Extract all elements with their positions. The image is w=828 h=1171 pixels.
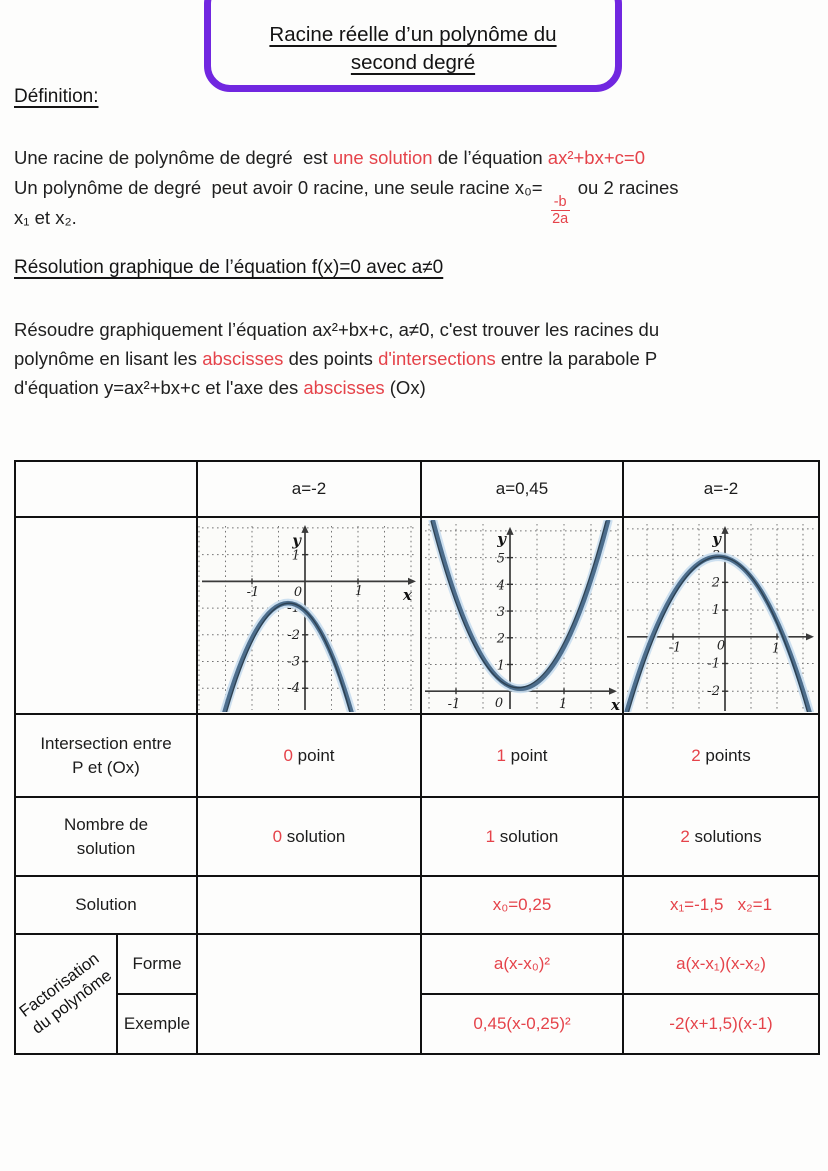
parabola-curve	[625, 551, 815, 712]
svg-text:1: 1	[292, 548, 300, 563]
svg-text:-3: -3	[287, 654, 300, 669]
svg-text:1: 1	[355, 584, 363, 599]
definition-line-3: x₁ et x₂.	[14, 207, 77, 228]
grid	[627, 523, 815, 710]
header-ghost-cell	[14, 460, 198, 518]
cell-forme-2: a(x-x₀)²	[420, 933, 624, 995]
axes	[425, 526, 617, 709]
cell-solution-3: x₁=-1,5 x₂=1	[622, 875, 820, 935]
header-cell-a2: a=0,45	[420, 460, 624, 518]
header-row: a=-2 a=0,45 a=-2	[14, 460, 820, 518]
svg-text:-1: -1	[247, 585, 260, 600]
y-axis-label: y	[711, 529, 722, 547]
resolution-paragraph: Résoudre graphiquement l’équation ax²+bx…	[14, 315, 814, 402]
intersection-row: Intersection entre P et (Ox) 0 point 1 po…	[14, 713, 820, 798]
graphs-row: -1 0 1 1 -1 -2 -3 -4 y x	[14, 516, 820, 715]
definition-line-1: Une racine de polynôme de degré est une …	[14, 147, 645, 168]
row-label-factorisation: Factorisation du polynôme	[14, 933, 118, 1055]
tick-labels: 5 4 3 2 1 -1 0 1 y x	[448, 529, 621, 711]
cell-nombre-3: 2 solutions	[622, 796, 820, 877]
header-cell-a1: a=-2	[196, 460, 422, 518]
parabola-graph-two-roots: 3 2 1 -1 -2 -1 0 1 y	[625, 523, 815, 712]
exemple-row: Exemple 0,45(x-0,25)² -2(x+1,5)(x-1)	[15, 993, 820, 1055]
svg-text:1: 1	[559, 697, 567, 712]
svg-text:3: 3	[497, 605, 505, 620]
cell-exemple-2: 0,45(x-0,25)²	[420, 993, 624, 1055]
graph-cell-1: -1 0 1 1 -1 -2 -3 -4 y x	[196, 516, 422, 715]
row-label-forme: Forme	[116, 933, 198, 995]
header-cell-a3: a=-2	[622, 460, 820, 518]
cell-forme-3: a(x-x₁)(x-x₂)	[622, 933, 820, 995]
y-axis-label: y	[291, 531, 302, 549]
svg-text:0: 0	[495, 696, 503, 711]
svg-text:0: 0	[717, 638, 725, 653]
cell-solution-1	[196, 875, 422, 935]
svg-text:-2: -2	[707, 684, 720, 699]
row-label-intersection: Intersection entre P et (Ox)	[14, 713, 198, 798]
svg-text:4: 4	[496, 578, 505, 593]
svg-text:0: 0	[294, 585, 302, 600]
svg-text:-2: -2	[287, 627, 300, 642]
parabola-graph-one-root: 5 4 3 2 1 -1 0 1 y x	[425, 519, 621, 712]
grid	[425, 523, 619, 709]
cell-intersection-3: 2 points	[622, 713, 820, 798]
cell-factorisation-1-empty	[196, 933, 422, 1055]
cell-nombre-1: 0 solution	[196, 796, 422, 877]
svg-text:1: 1	[772, 641, 780, 656]
nombre-row: Nombre de solution 0 solution 1 solution …	[14, 796, 820, 877]
graph-cell-3: 3 2 1 -1 -2 -1 0 1 y	[622, 516, 820, 715]
svg-text:-1: -1	[669, 640, 682, 655]
row-label-exemple: Exemple	[116, 993, 198, 1055]
svg-text:1: 1	[497, 658, 505, 673]
page-title: Racine réelle d’un polynôme du second deg…	[269, 23, 557, 74]
svg-text:-1: -1	[707, 656, 720, 671]
forme-row: Factorisation du polynôme Forme a(x-x₀)² …	[14, 933, 820, 1055]
solution-row: Solution x₀=0,25 x₁=-1,5 x₂=1	[14, 875, 820, 935]
svg-text:-4: -4	[287, 681, 300, 696]
row-label-nombre: Nombre de solution	[14, 796, 198, 877]
svg-text:2: 2	[711, 575, 720, 590]
cell-nombre-2: 1 solution	[420, 796, 624, 877]
x-axis-label: x	[610, 696, 621, 712]
resolution-line-1: Résoudre graphiquement l’équation ax²+bx…	[14, 319, 660, 340]
cell-exemple-3: -2(x+1,5)(x-1)	[622, 993, 820, 1055]
resolution-line-2: polynôme en lisant les abscisses des poi…	[14, 348, 658, 369]
graph-cell-2: 5 4 3 2 1 -1 0 1 y x	[420, 516, 624, 715]
content-table: a=-2 a=0,45 a=-2 -1 0 1	[14, 460, 820, 1055]
svg-text:2: 2	[496, 631, 505, 646]
title-box: Racine réelle d’un polynôme du second deg…	[204, 0, 622, 92]
parabola-curve	[428, 519, 613, 693]
definition-heading: Définition:	[14, 86, 99, 107]
resolution-heading: Résolution graphique de l’équation f(x)=…	[14, 257, 444, 278]
resolution-line-3: d'équation y=ax²+bx+c et l'axe des absci…	[14, 377, 426, 398]
y-axis-label: y	[496, 529, 507, 547]
definition-paragraph: Une racine de polynôme de degré est une …	[14, 143, 814, 233]
parabola-curve	[219, 598, 357, 712]
definition-line-2: Un polynôme de degré peut avoir 0 racine…	[14, 177, 679, 228]
tick-labels: -1 0 1 1 -1 -2 -3 -4 y x	[247, 531, 413, 695]
graphs-ghost-cell	[14, 516, 198, 715]
cell-intersection-1: 0 point	[196, 713, 422, 798]
cell-solution-2: x₀=0,25	[420, 875, 624, 935]
cell-intersection-2: 1 point	[420, 713, 624, 798]
row-label-solution: Solution	[14, 875, 198, 935]
svg-text:5: 5	[497, 551, 505, 566]
svg-text:-1: -1	[448, 697, 461, 712]
x-axis-label: x	[402, 586, 413, 604]
parabola-graph-no-root: -1 0 1 1 -1 -2 -3 -4 y x	[199, 524, 416, 712]
svg-text:1: 1	[712, 603, 720, 618]
factorisation-rotated-label: Factorisation du polynôme	[16, 949, 116, 1038]
